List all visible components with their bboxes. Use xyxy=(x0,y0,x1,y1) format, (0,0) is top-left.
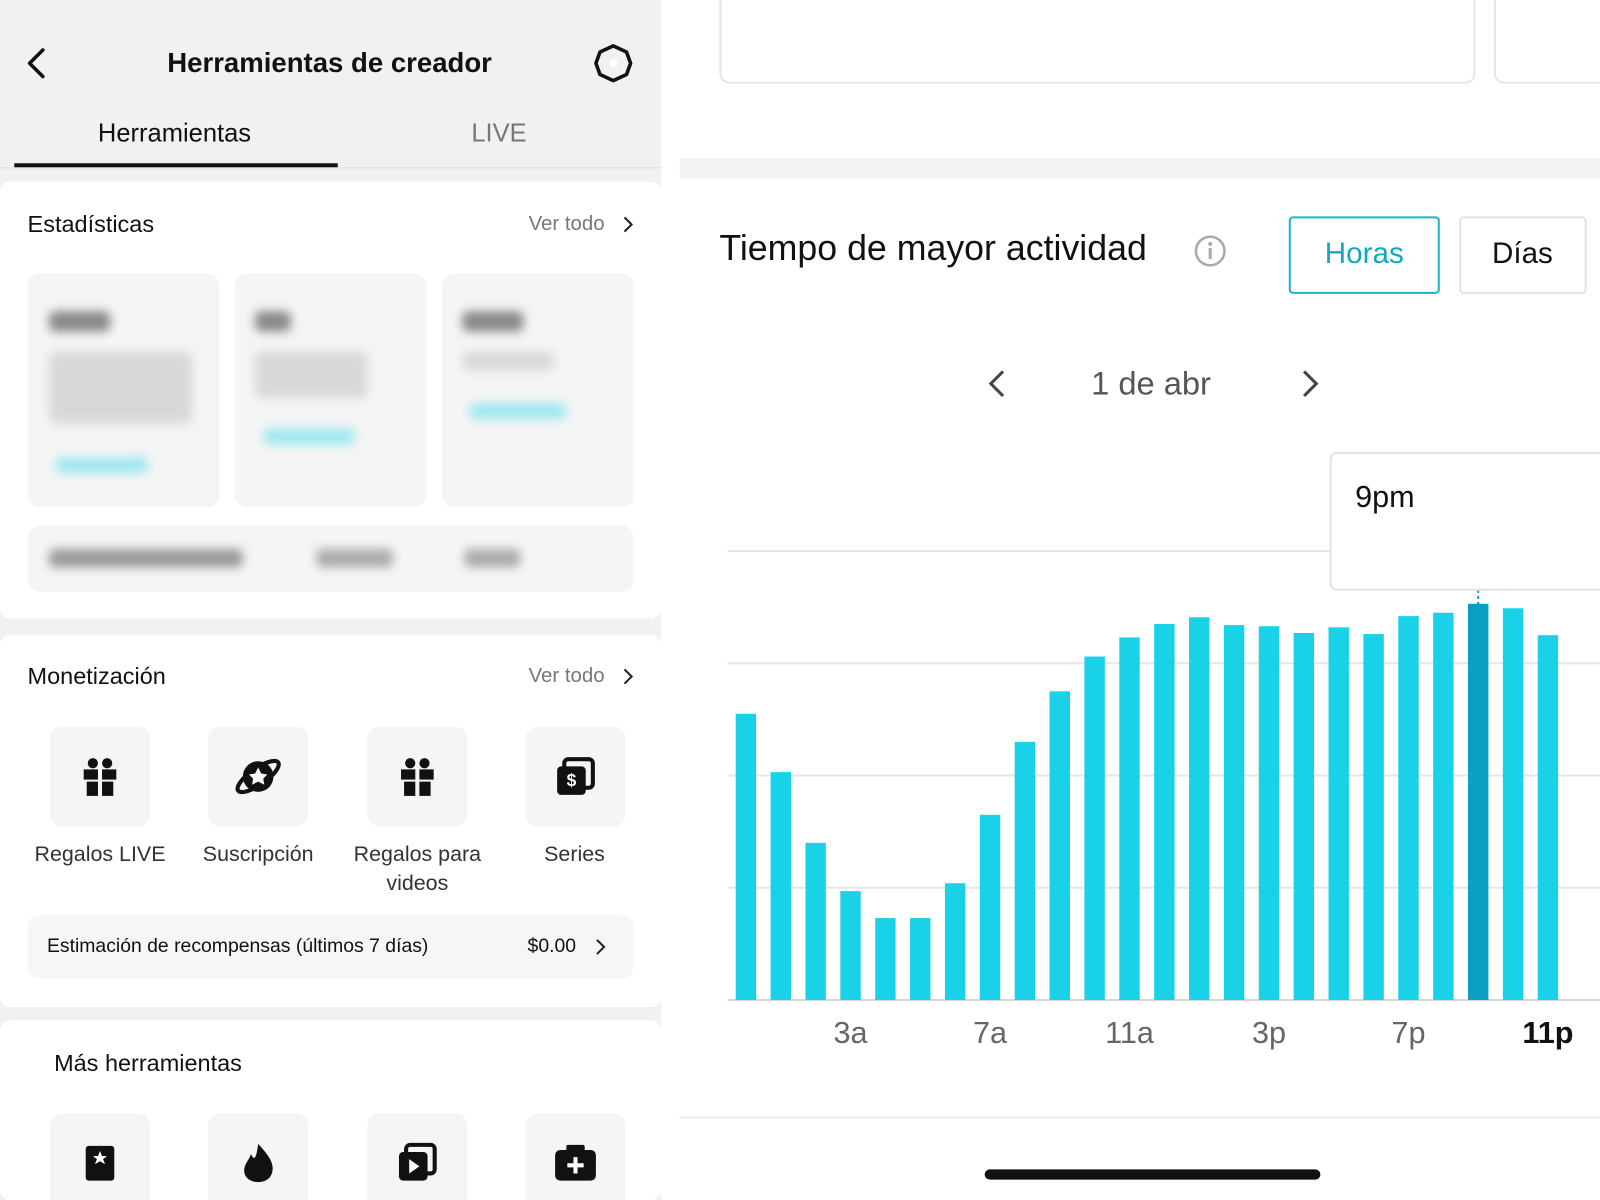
tab[interactable]: LIVE xyxy=(471,118,527,148)
bar xyxy=(1468,603,1489,1000)
gutter xyxy=(661,0,680,1200)
bar xyxy=(1049,691,1070,1000)
header-title: Herramientas de creador xyxy=(167,47,492,79)
bar xyxy=(944,883,966,1000)
bar xyxy=(1537,635,1559,1000)
bar xyxy=(1363,634,1384,1000)
blur xyxy=(316,548,393,568)
blur xyxy=(462,352,555,371)
bar xyxy=(1189,617,1210,1000)
info-icon[interactable] xyxy=(1194,235,1227,268)
blur xyxy=(462,311,524,332)
bar xyxy=(979,814,1001,1000)
back-button[interactable] xyxy=(22,47,53,80)
blur xyxy=(255,311,291,332)
tool-label: Regalos para videos xyxy=(353,842,482,895)
tool-label: Regalos LIVE xyxy=(34,842,166,867)
stat-card xyxy=(1493,0,1600,84)
tool-button[interactable] xyxy=(367,1113,468,1200)
bar xyxy=(805,842,826,1000)
bar xyxy=(1119,637,1140,1000)
rewards-value: $0.00 xyxy=(527,935,577,958)
section-title: Más herramientas xyxy=(54,1049,242,1077)
x-tick-label: 3a xyxy=(833,1016,868,1050)
settings-button[interactable] xyxy=(593,43,634,84)
divider xyxy=(0,167,662,169)
chevron xyxy=(623,216,634,233)
bar xyxy=(1014,741,1036,1000)
bar xyxy=(1502,608,1524,1000)
section-title: Estadísticas xyxy=(27,210,155,238)
blur xyxy=(48,352,192,424)
x-tick-label: 11p xyxy=(1522,1016,1573,1050)
chevron xyxy=(596,939,606,955)
stat-card xyxy=(719,0,1476,84)
toggle-button[interactable] xyxy=(1288,216,1440,294)
x-tick-label: 7p xyxy=(1391,1016,1425,1050)
blur xyxy=(56,457,148,474)
bar xyxy=(1293,632,1315,1000)
separator xyxy=(679,158,1600,179)
toggle-label: Horas xyxy=(1324,237,1404,270)
left-panel: Herramientas de creador Herramientas LIV… xyxy=(0,0,662,1200)
tool-button[interactable] xyxy=(208,726,309,827)
x-tick-label: 11a xyxy=(1105,1016,1155,1050)
toggle-button[interactable] xyxy=(1459,216,1587,294)
svg-text:$: $ xyxy=(567,770,577,790)
blur xyxy=(48,548,243,568)
bar xyxy=(1154,623,1175,1000)
toggle-label: Días xyxy=(1492,237,1553,270)
divider xyxy=(679,1116,1600,1119)
tool-button[interactable]: $ xyxy=(525,726,626,827)
tool-button[interactable] xyxy=(49,1113,150,1200)
x-tick-label: 3p xyxy=(1252,1016,1286,1050)
chart: 3a 7a 11a 3p 7p 11p 9pm xyxy=(727,452,1600,1050)
bar xyxy=(1258,626,1280,1000)
link[interactable]: Ver todo xyxy=(528,212,605,236)
link[interactable]: Ver todo xyxy=(528,664,605,688)
tooltip xyxy=(1329,452,1600,591)
rewards-label: Estimación de recompensas (últimos 7 día… xyxy=(46,935,429,958)
tool-label: Suscripción xyxy=(202,842,314,867)
tool-label: Series xyxy=(544,842,605,867)
tab-indicator xyxy=(14,163,338,168)
tool-button[interactable] xyxy=(367,726,468,827)
bar xyxy=(1328,627,1349,1000)
next-button[interactable] xyxy=(1298,367,1322,400)
rewards-row[interactable] xyxy=(27,915,634,979)
blur xyxy=(48,311,111,332)
bar xyxy=(1433,612,1454,1000)
chevron xyxy=(623,668,634,685)
bar xyxy=(770,772,791,1000)
tab[interactable]: Herramientas xyxy=(97,118,252,148)
chart-title: Tiempo de mayor actividad xyxy=(719,228,1147,269)
tool-button[interactable] xyxy=(49,726,150,827)
date-label: 1 de abr xyxy=(1091,364,1211,402)
bar xyxy=(875,918,896,1000)
section-title: Monetización xyxy=(27,662,166,690)
tool-button[interactable] xyxy=(525,1113,626,1200)
blur xyxy=(255,352,368,398)
blur xyxy=(263,428,356,445)
bar xyxy=(840,891,861,1000)
bar xyxy=(735,713,757,1000)
prev-button[interactable] xyxy=(985,367,1009,400)
blur xyxy=(464,548,521,568)
bar xyxy=(910,918,931,1000)
bar xyxy=(1398,616,1419,1000)
x-tick-label: 7a xyxy=(973,1016,1008,1050)
tooltip-label: 9pm xyxy=(1355,480,1415,514)
bar xyxy=(1084,656,1105,1000)
tool-button[interactable] xyxy=(208,1113,309,1200)
home-indicator xyxy=(984,1169,1321,1180)
blur xyxy=(469,403,567,420)
bar xyxy=(1223,625,1245,1000)
blurred-stat xyxy=(441,273,634,508)
